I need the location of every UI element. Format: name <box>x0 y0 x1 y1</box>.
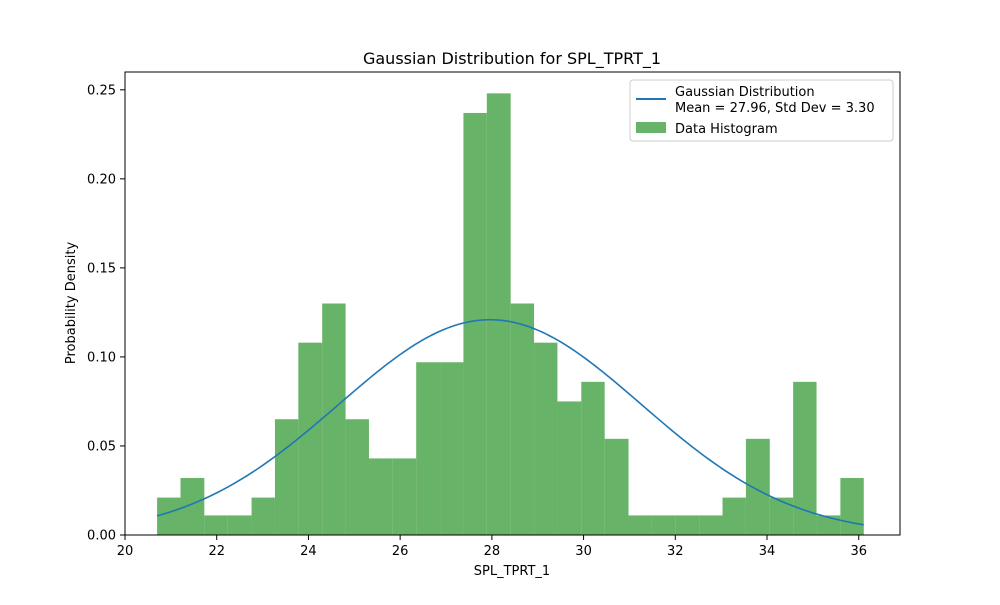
histogram-bar <box>557 401 582 535</box>
x-tick-label: 34 <box>759 544 776 559</box>
histogram-bar <box>534 342 558 535</box>
histogram-bar <box>816 515 841 535</box>
legend-label-curve-line2: Mean = 27.96, Std Dev = 3.30 <box>675 101 875 116</box>
histogram-bar <box>204 515 228 535</box>
x-tick-label: 26 <box>392 544 409 559</box>
histogram-bar <box>699 515 723 535</box>
histogram-bar <box>298 342 323 535</box>
x-tick-label: 22 <box>208 544 225 559</box>
histogram-bar <box>440 362 464 535</box>
histogram-bar <box>581 381 605 535</box>
histogram-bar <box>745 438 770 535</box>
x-tick-label: 28 <box>484 544 501 559</box>
x-axis-label: SPL_TPRT_1 <box>474 564 550 579</box>
histogram-bar <box>793 381 817 535</box>
histogram-bar <box>675 515 700 535</box>
y-axis-label: Probability Density <box>64 242 79 365</box>
gaussian-curve-layer <box>156 318 864 526</box>
histogram-bar <box>392 458 417 535</box>
x-tick-label: 36 <box>850 544 867 559</box>
chart-title: Gaussian Distribution for SPL_TPRT_1 <box>363 49 661 69</box>
histogram-bar <box>180 478 205 535</box>
histogram-bar <box>322 303 346 535</box>
legend-box <box>629 79 894 142</box>
histogram-bar <box>651 515 676 535</box>
legend-label-curve-line1: Gaussian Distribution <box>675 85 815 100</box>
x-tick-label: 30 <box>575 544 592 559</box>
histogram-bar <box>274 419 299 535</box>
y-tick-label: 0.05 <box>87 439 116 454</box>
histogram-bar <box>510 303 535 535</box>
legend-label-histogram: Data Histogram <box>675 122 778 137</box>
histogram-bar <box>769 497 794 535</box>
histogram-bar <box>345 419 369 535</box>
y-axis-ticks: 0.00 0.05 0.10 0.15 0.20 0.25 <box>87 83 125 544</box>
histogram-bar <box>486 93 511 535</box>
histogram-bar <box>251 497 275 535</box>
x-tick-label: 32 <box>667 544 684 559</box>
x-axis-ticks: 20 22 24 26 28 30 32 34 36 <box>117 535 867 559</box>
histogram-bar <box>368 458 393 535</box>
legend: Gaussian Distribution Mean = 27.96, Std … <box>629 79 894 142</box>
histogram-bar <box>463 112 487 535</box>
histogram-bar <box>722 497 746 535</box>
histogram-bars <box>157 93 864 535</box>
gaussian-curve <box>156 318 864 526</box>
histogram-bar <box>416 362 441 535</box>
y-tick-label: 0.25 <box>87 83 116 98</box>
histogram-bar <box>628 515 652 535</box>
histogram-bar <box>604 438 629 535</box>
histogram-bar <box>157 497 181 535</box>
y-tick-label: 0.20 <box>87 172 116 187</box>
y-tick-label: 0.00 <box>87 529 116 544</box>
y-tick-label: 0.15 <box>87 261 116 276</box>
x-tick-label: 20 <box>117 544 134 559</box>
x-tick-label: 24 <box>300 544 317 559</box>
legend-swatch-histogram <box>636 122 666 133</box>
histogram-bar <box>840 478 864 535</box>
y-tick-label: 0.10 <box>87 350 116 365</box>
plot-frame <box>124 71 901 536</box>
histogram-bar <box>227 515 252 535</box>
